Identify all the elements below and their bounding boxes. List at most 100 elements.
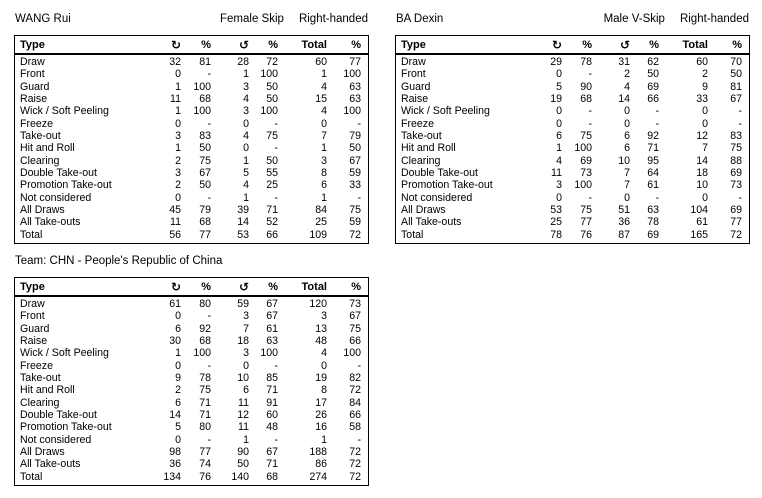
total-count-cell: 3 [321,310,327,323]
shot-type-cell: Clearing [401,154,441,167]
ccw-count-cell: 11 [238,396,249,409]
ccw-percent-cell: 50 [266,154,278,167]
total-count-cell: 7 [702,142,708,155]
shot-type-cell: All Draws [20,204,65,217]
shot-statistics-table: Type ↻ % ↺ % Total % Draw 29 78 31 62 60… [395,35,750,245]
cw-percent-column-header: % [201,281,211,293]
total-percent-cell: 70 [730,56,742,68]
shot-type-cell: Not considered [20,433,92,446]
cw-percent-cell: 77 [580,216,592,229]
total-count-cell: 17 [315,396,327,409]
total-percent-cell: 59 [349,216,361,229]
shot-type-cell: Front [401,68,426,81]
ccw-percent-cell: 100 [260,105,278,118]
table-row: Hit and Roll 1 50 0 - 1 50 [15,142,368,154]
ccw-count-cell: 7 [624,167,630,180]
ccw-count-cell: 3 [243,80,249,93]
total-percent-cell: 67 [730,93,742,106]
cw-percent-cell: - [207,433,211,446]
total-count-cell: 33 [696,93,708,106]
total-percent-cell: 63 [349,80,361,93]
cw-percent-cell: 92 [199,322,211,335]
total-count-cell: 1 [321,433,327,446]
total-count-cell: 84 [315,204,327,217]
table-row: Total 134 76 140 68 274 72 [15,471,368,483]
ccw-count-cell: 1 [243,433,249,446]
ccw-percent-cell: 95 [647,154,659,167]
ccw-count-cell: 1 [243,191,249,204]
cw-percent-cell: - [588,191,592,204]
table-row: Total 56 77 53 66 109 72 [15,229,368,241]
counterclockwise-rotation-icon: ↺ [619,38,630,52]
ccw-count-cell: 0 [624,191,630,204]
cw-percent-cell: - [207,191,211,204]
shot-type-cell: Total [20,228,43,241]
ccw-count-cell: 0 [243,359,249,372]
total-percent-cell: 75 [349,322,361,335]
total-percent-cell: 75 [730,142,742,155]
shot-type-cell: Hit and Roll [20,142,75,155]
table-row: Promotion Take-out 2 50 4 25 6 33 [15,179,368,191]
total-count-cell: 18 [696,167,708,180]
cw-count-cell: 5 [556,80,562,93]
stats-panel: Team: CHN - People's Republic of China T… [14,254,369,487]
shot-type-cell: Front [20,68,45,81]
cw-count-cell: 3 [175,167,181,180]
ccw-percent-cell: 71 [266,204,278,217]
counterclockwise-rotation-icon: ↺ [238,280,249,294]
shot-type-cell: Double Take-out [401,167,478,180]
cw-percent-cell: 77 [199,446,211,459]
cw-count-cell: 6 [175,322,181,335]
ccw-count-cell: 2 [624,68,630,81]
ccw-count-cell: 28 [237,56,249,68]
ccw-count-cell: 1 [243,154,249,167]
total-percent-cell: - [738,105,742,118]
ccw-percent-cell: 100 [260,347,278,360]
total-count-cell: 2 [702,68,708,81]
player-position: Male V-Skip [603,13,665,25]
total-percent-cell: - [357,117,361,130]
stats-panel: BA Dexin Male V-Skip Right-handed Type ↻… [395,12,750,245]
table-header-row: Type ↻ % ↺ % Total % [396,36,749,55]
cw-count-cell: 14 [169,409,181,422]
cw-count-cell: 61 [169,298,181,310]
ccw-percent-cell: 61 [266,322,278,335]
ccw-count-cell: 4 [624,80,630,93]
total-percent-cell: 75 [349,204,361,217]
shot-type-cell: Wick / Soft Peeling [20,347,109,360]
ccw-count-cell: 3 [243,310,249,323]
ccw-percent-cell: 67 [266,310,278,323]
shot-type-cell: Double Take-out [20,409,97,422]
ccw-count-cell: 0 [624,117,630,130]
shot-type-cell: Total [20,470,43,483]
total-count-cell: 12 [696,130,708,143]
shot-type-cell: Draw [20,56,45,68]
total-percent-cell: 58 [349,421,361,434]
type-column-header: Type [20,39,45,51]
ccw-percent-column-header: % [268,281,278,293]
total-count-cell: 8 [321,167,327,180]
ccw-percent-cell: 66 [647,93,659,106]
total-count-cell: 4 [321,347,327,360]
cw-percent-cell: 100 [193,80,211,93]
cw-percent-cell: 50 [199,142,211,155]
ccw-percent-cell: - [655,191,659,204]
ccw-percent-cell: 91 [266,396,278,409]
table-row: Raise 30 68 18 63 48 66 [15,335,368,347]
ccw-percent-cell: - [274,433,278,446]
ccw-percent-cell: 100 [260,68,278,81]
panel-title-row: BA Dexin Male V-Skip Right-handed [395,12,750,26]
table-row: Clearing 6 71 11 91 17 84 [15,397,368,409]
total-count-cell: 61 [696,216,708,229]
shot-type-cell: All Draws [401,204,446,217]
table-row: All Take-outs 36 74 50 71 86 72 [15,458,368,470]
ccw-percent-cell: 66 [266,228,278,241]
ccw-percent-column-header: % [268,39,278,51]
total-percent-cell: 100 [343,347,361,360]
shot-type-cell: Total [401,228,424,241]
cw-percent-cell: 79 [199,204,211,217]
total-percent-cell: - [357,191,361,204]
ccw-percent-cell: - [655,105,659,118]
cw-count-cell: 3 [556,179,562,192]
shot-type-cell: Raise [401,93,429,106]
